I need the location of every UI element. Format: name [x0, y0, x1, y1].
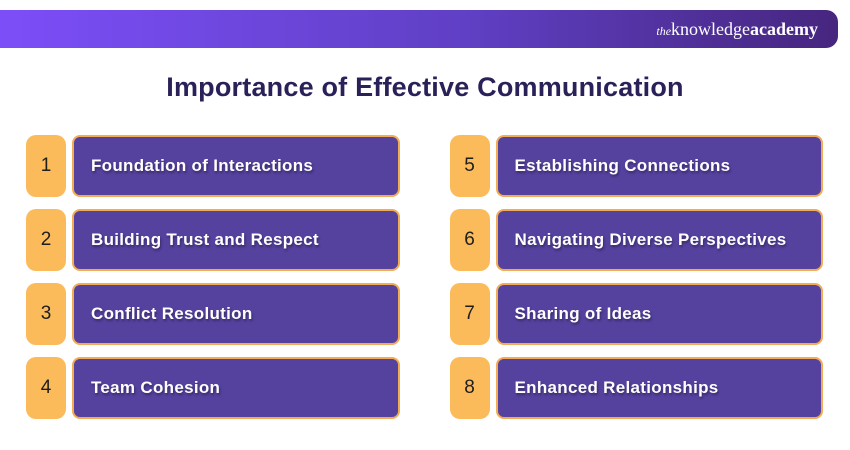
list-item: 4 Team Cohesion [26, 357, 400, 419]
item-label: Enhanced Relationships [514, 378, 719, 397]
item-label-box: Enhanced Relationships [495, 357, 823, 419]
item-number-badge: 6 [449, 209, 490, 271]
item-label-box: Establishing Connections [495, 135, 823, 197]
item-label-box: Building Trust and Respect [72, 209, 400, 271]
page-title: Importance of Effective Communication [166, 72, 684, 102]
logo-suffix: academy [750, 19, 818, 39]
item-label: Building Trust and Respect [91, 230, 319, 249]
item-number-badge: 3 [26, 283, 66, 345]
item-number-badge: 4 [26, 357, 66, 419]
item-label: Establishing Connections [514, 156, 731, 175]
item-label: Foundation of Interactions [91, 156, 314, 175]
list-item: 5 Establishing Connections [449, 135, 823, 197]
item-number-badge: 2 [26, 209, 66, 271]
item-label: Sharing of Ideas [514, 304, 652, 323]
item-number-badge: 7 [449, 283, 490, 345]
item-label-box: Foundation of Interactions [72, 135, 400, 197]
list-item: 1 Foundation of Interactions [26, 135, 400, 197]
item-label-box: Conflict Resolution [72, 283, 400, 345]
logo-name: knowledge [671, 19, 751, 39]
logo-prefix: the [656, 24, 672, 38]
item-number-badge: 1 [26, 135, 66, 197]
item-label-box: Sharing of Ideas [495, 283, 823, 345]
item-number-badge: 8 [449, 357, 490, 419]
items-grid: 1 Foundation of Interactions 2 Building … [26, 135, 823, 419]
item-label: Conflict Resolution [91, 304, 253, 323]
list-item: 2 Building Trust and Respect [26, 209, 400, 271]
list-item: 3 Conflict Resolution [26, 283, 400, 345]
header-bar: theknowledgeacademy [0, 10, 838, 48]
item-number-badge: 5 [449, 135, 490, 197]
item-label-box: Team Cohesion [72, 357, 400, 419]
item-label: Team Cohesion [91, 378, 221, 397]
list-item: 7 Sharing of Ideas [449, 283, 823, 345]
list-item: 6 Navigating Diverse Perspectives [449, 209, 823, 271]
item-label: Navigating Diverse Perspectives [514, 230, 787, 249]
knowledge-academy-logo: theknowledgeacademy [656, 20, 818, 38]
list-item: 8 Enhanced Relationships [449, 357, 823, 419]
item-label-box: Navigating Diverse Perspectives [495, 209, 823, 271]
